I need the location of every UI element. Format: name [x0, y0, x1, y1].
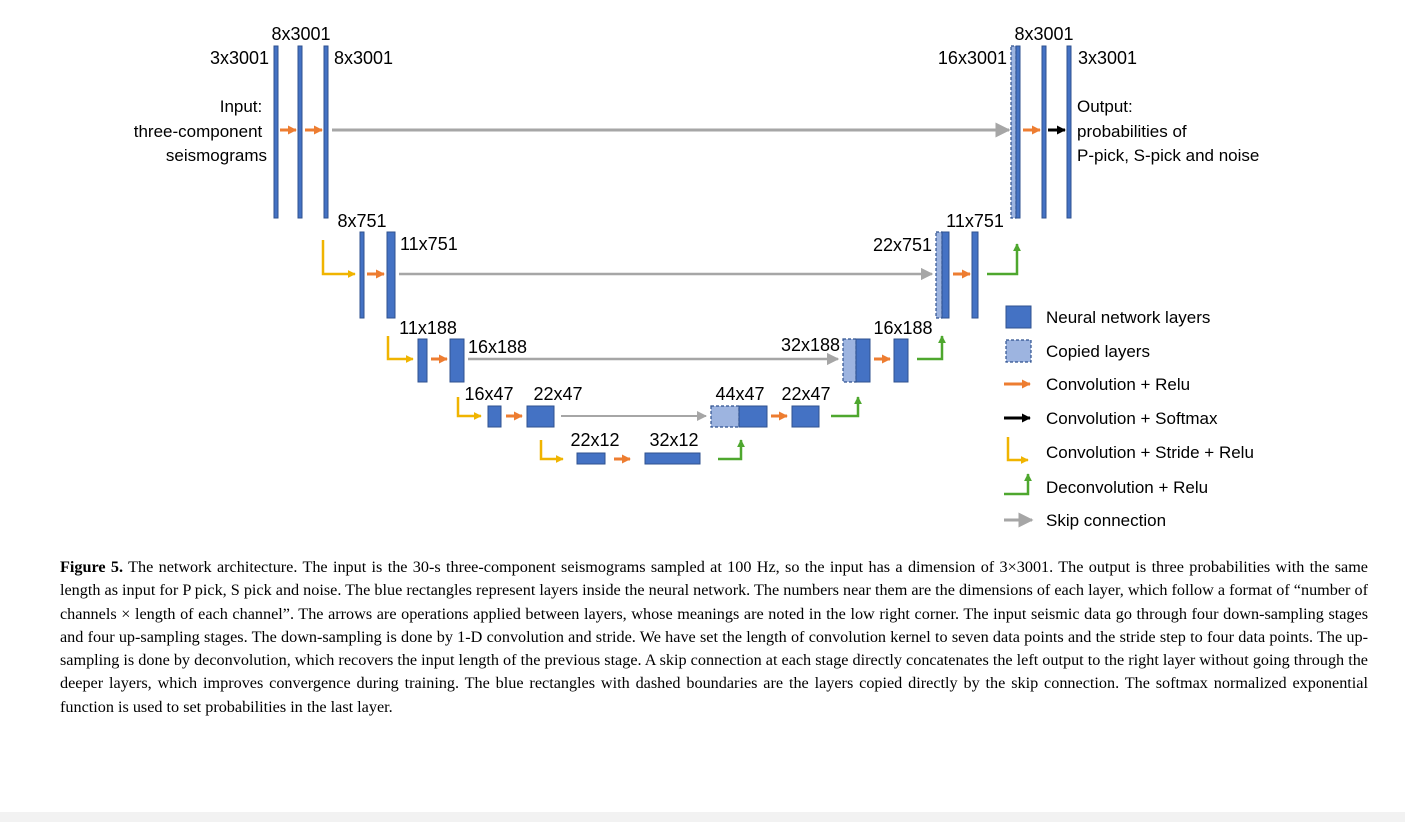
layer-8x3001-a — [297, 45, 303, 219]
dim-label-l5-c2: 32x12 — [649, 430, 698, 450]
copied-layer-22x751 — [935, 231, 943, 319]
dim-label-l2-r-copy: 22x751 — [873, 235, 932, 255]
layer-8x3001-right — [1041, 45, 1047, 219]
layer-8x3001-b — [323, 45, 329, 219]
dim-label-l2-r-c1: 11x751 — [946, 211, 1004, 231]
dim-label-l1-r-c2: 3x3001 — [1078, 48, 1137, 68]
layer-11x751 — [386, 231, 396, 319]
copied-layer-swatch — [1005, 339, 1032, 363]
figure-label: Figure 5. — [60, 558, 124, 576]
dim-label-l3-r-copy: 32x188 — [781, 335, 840, 355]
stride-arrow-l4 — [456, 397, 482, 421]
layer-32x188-right — [855, 338, 871, 383]
network-architecture-diagram: 3x3001 8x3001 8x3001 16x3001 8x3001 3x30… — [134, 24, 1260, 530]
deconv-arrow-l2 — [987, 243, 1022, 276]
dim-label-l1-c2: 8x3001 — [271, 24, 330, 44]
layer-16x188-right — [893, 338, 909, 383]
dim-label-l5-c1: 22x12 — [570, 430, 619, 450]
stride-arrow-l3 — [386, 336, 414, 364]
deconv-arrow-l3 — [917, 335, 947, 361]
layer-output-3x3001 — [1066, 45, 1072, 219]
dim-label-l2-c2: 11x751 — [400, 234, 458, 254]
figure-caption-text: The network architecture. The input is t… — [60, 558, 1368, 716]
layer-16x47 — [487, 405, 502, 428]
layer-11x188 — [417, 338, 428, 383]
deconv-arrow-l4 — [831, 396, 863, 418]
output-label: Output: probabilities of P-pick, S-pick … — [1077, 97, 1259, 165]
stride-arrow-l2 — [321, 240, 356, 279]
layer-input-3x3001 — [273, 45, 279, 219]
legend-label-neural-layers: Neural network layers — [1046, 308, 1210, 327]
stride-arrow-l5 — [539, 440, 564, 464]
page-bottom-bar — [0, 812, 1405, 822]
dim-label-l4-r-c1: 22x47 — [781, 384, 830, 404]
dim-label-l2-c1: 8x751 — [337, 211, 386, 231]
layer-32x12 — [644, 452, 701, 465]
layer-22x47 — [526, 405, 555, 428]
copied-layer-44x47 — [710, 405, 740, 428]
dim-label-l1-c1: 3x3001 — [210, 48, 269, 68]
copied-layer-32x188 — [842, 338, 857, 383]
layer-22x751-right — [941, 231, 950, 319]
copied-layer-16x3001 — [1010, 45, 1017, 219]
layer-8x751 — [359, 231, 365, 319]
dim-label-l1-c3: 8x3001 — [334, 48, 393, 68]
dim-label-l3-r-c1: 16x188 — [873, 318, 932, 338]
legend-label-deconv-relu: Deconvolution + Relu — [1046, 478, 1208, 497]
deconv-arrow-l5 — [718, 439, 746, 461]
input-label: Input: three-component seismograms — [134, 97, 267, 165]
legend-label-copied-layers: Copied layers — [1046, 342, 1150, 361]
dim-label-l3-c2: 16x188 — [468, 337, 527, 357]
dim-label-l4-c2: 22x47 — [533, 384, 582, 404]
legend-label-conv-stride-relu: Convolution + Stride + Relu — [1046, 443, 1254, 462]
layer-16x3001-right — [1015, 45, 1021, 219]
legend-label-conv-relu: Convolution + Relu — [1046, 375, 1190, 394]
figure-caption: Figure 5. The network architecture. The … — [60, 556, 1368, 719]
dim-label-l1-r-copy: 16x3001 — [938, 48, 1007, 68]
green-bent-arrow-icon — [1004, 473, 1033, 496]
layer-16x188 — [449, 338, 465, 383]
dim-label-l1-r-c1: 8x3001 — [1014, 24, 1073, 44]
layer-11x751-right — [971, 231, 979, 319]
dim-label-l4-r-copy: 44x47 — [715, 384, 764, 404]
neural-layer-swatch — [1005, 305, 1032, 329]
legend-label-skip-connection: Skip connection — [1046, 511, 1166, 530]
legend-label-conv-softmax: Convolution + Softmax — [1046, 409, 1218, 428]
layer-44x47-right — [738, 405, 768, 428]
yellow-bent-arrow-icon — [1006, 437, 1029, 465]
layer-22x12 — [576, 452, 606, 465]
layer-22x47-right — [791, 405, 820, 428]
legend: Neural network layers Copied layers Conv… — [1004, 305, 1254, 530]
dim-label-l4-c1: 16x47 — [464, 384, 513, 404]
dim-label-l3-c1: 11x188 — [399, 318, 457, 338]
